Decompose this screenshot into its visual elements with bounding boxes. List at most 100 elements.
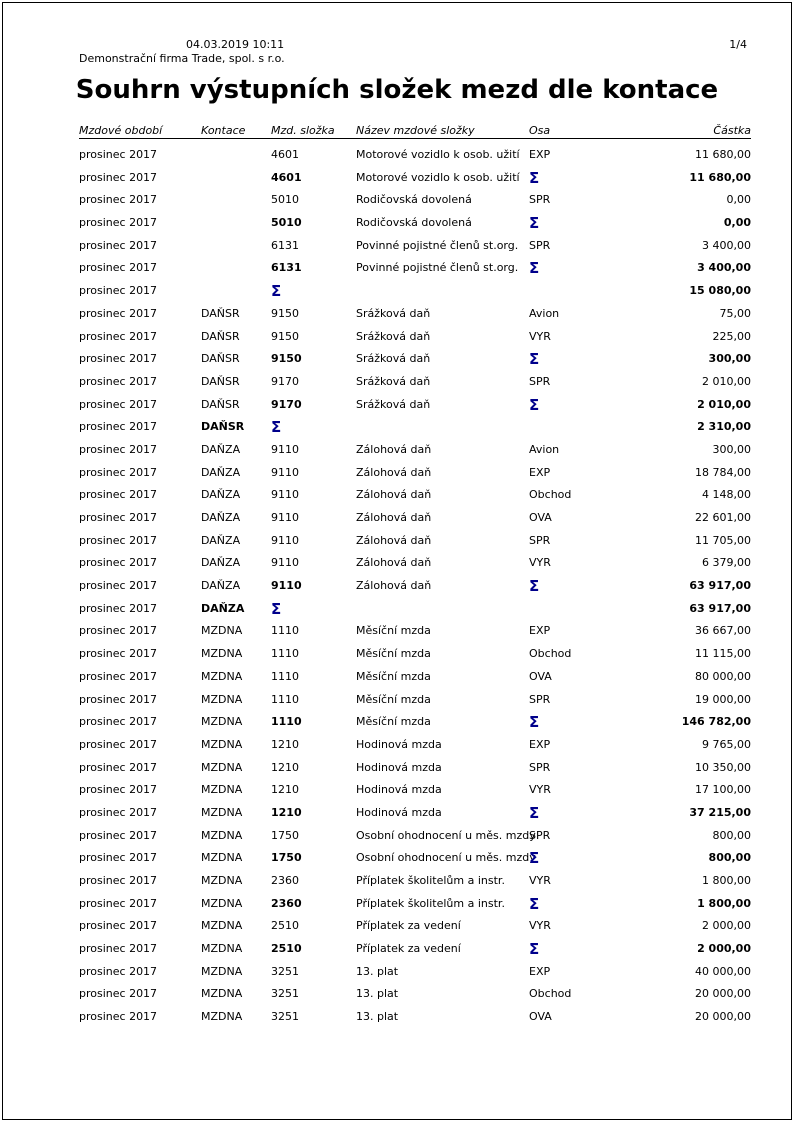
cell-period: prosinec 2017 [79,556,158,570]
col-header-castka: Částka [713,124,751,137]
cell-kontace: DAŇZA [201,579,241,593]
table-row: prosinec 2017 MZDNA 2360 Příplatek školitel… [79,870,751,893]
table-row: prosinec 2017 MZDNA 3251 13. plat Obchod 20 0… [79,983,751,1006]
cell-osa: OVA [529,1010,552,1024]
cell-slozka: 9110 [271,511,299,524]
cell-nazev: Příplatek za vedení [356,942,461,956]
cell-castka: 1 800,00 [697,896,751,910]
cell-period: prosinec 2017 [79,737,158,751]
cell-castka: 0,00 [723,216,751,230]
cell-castka: 17 100,00 [695,783,751,797]
cell-kontace: DAŇZA [201,488,241,502]
cell-slozka: 4601 [271,148,299,161]
table-row: prosinec 2017 MZDNA 1750 Osobní ohodnocení … [79,825,751,848]
cell-slozka: 1110 [271,647,299,661]
cell-nazev: Měsíční mzda [356,624,431,638]
cell-castka: 2 010,00 [697,397,751,411]
sigma-icon: Σ [529,577,540,596]
cell-kontace: DAŇZA [201,465,241,479]
cell-slozka: 1210 [271,805,302,819]
cell-period: prosinec 2017 [79,919,158,933]
cell-castka: 146 782,00 [681,715,751,729]
cell-osa: SPR [529,533,551,547]
cell-slozka: 1210 [271,737,299,751]
cell-castka: 20 000,00 [695,1010,751,1024]
table-row: prosinec 2017 6131 Povinné pojistné členů … [79,257,751,280]
cell-nazev: Srážková daň [356,352,431,366]
cell-nazev: Zálohová daň [356,533,432,547]
table-row: prosinec 2017 DAŇZA 9110 Zálohová daň Avion 3… [79,439,751,462]
table-row: prosinec 2017 4601 Motorové vozidlo k osob… [79,167,751,190]
sigma-icon: Σ [529,259,540,278]
cell-nazev: Srážková daň [356,306,431,320]
cell-castka: 2 000,00 [702,919,751,933]
cell-kontace: MZDNA [201,805,243,819]
table-row: prosinec 2017 MZDNA 2510 Příplatek za veden… [79,915,751,938]
cell-castka: 800,00 [708,851,751,865]
cell-slozka: 1210 [271,783,299,797]
cell-slozka: 9110 [271,442,299,456]
cell-castka: 18 784,00 [695,465,751,479]
company-name: Demonstrační firma Trade, spol. s r.o. [79,52,285,65]
cell-castka: 11 680,00 [689,170,751,184]
cell-nazev: Motorové vozidlo k osob. užití [356,148,520,161]
cell-slozka: 5010 [271,193,299,207]
cell-kontace: MZDNA [201,987,243,1001]
cell-castka: 6 379,00 [702,556,751,570]
cell-slozka: 9170 [271,397,302,411]
cell-kontace: MZDNA [201,624,243,638]
cell-period: prosinec 2017 [79,669,158,683]
cell-osa: Obchod [529,647,572,661]
cell-slozka: 9110 [271,579,302,593]
cell-slozka: 2510 [271,942,302,956]
cell-nazev: Příplatek školitelům a instr. [356,896,505,910]
cell-kontace: MZDNA [201,1010,243,1024]
cell-period: prosinec 2017 [79,420,158,434]
cell-slozka: 2360 [271,874,299,887]
cell-slozka: 4601 [271,170,302,184]
table-body: prosinec 2017 4601 Motorové vozidlo k osob… [79,144,751,1029]
cell-castka: 63 917,00 [689,579,751,593]
cell-period: prosinec 2017 [79,352,158,366]
cell-castka: 11 705,00 [695,533,751,547]
cell-slozka: 3251 [271,964,299,978]
cell-period: prosinec 2017 [79,942,158,956]
cell-period: prosinec 2017 [79,647,158,661]
sigma-icon: Σ [529,395,540,414]
cell-osa: OVA [529,669,552,683]
cell-kontace: DAŇZA [201,601,245,615]
cell-slozka: 1110 [271,624,299,638]
cell-slozka: 1110 [271,692,299,706]
cell-slozka: 1110 [271,715,302,729]
cell-period: prosinec 2017 [79,465,158,479]
cell-kontace: DAŇSR [201,329,240,343]
table-row: prosinec 2017 MZDNA 3251 13. plat EXP 40 000,… [79,961,751,984]
cell-kontace: DAŇZA [201,533,241,547]
table-row: prosinec 2017 MZDNA 1110 Měsíční mzda Σ 146 7… [79,711,751,734]
table-row: prosinec 2017 5010 Rodičovská dovolená SPR 0… [79,189,751,212]
cell-kontace: MZDNA [201,874,243,887]
cell-nazev: Příplatek školitelům a instr. [356,874,505,887]
cell-period: prosinec 2017 [79,238,158,252]
cell-slozka: 9110 [271,533,299,547]
sigma-icon: Σ [529,350,540,369]
sigma-icon: Σ [271,282,282,301]
cell-kontace: DAŇSR [201,397,240,411]
table-row: prosinec 2017 DAŇZA 9110 Zálohová daň Obchod… [79,484,751,507]
cell-nazev: Hodinová mzda [356,783,442,797]
cell-period: prosinec 2017 [79,193,158,207]
cell-castka: 20 000,00 [695,987,751,1001]
cell-castka: 225,00 [712,329,752,343]
cell-slozka: 3251 [271,1010,299,1024]
cell-castka: 2 310,00 [697,420,751,434]
cell-kontace: MZDNA [201,896,243,910]
table-header: Mzdové období Kontace Mzd. složka Název … [79,122,751,139]
cell-nazev: Měsíční mzda [356,669,431,683]
cell-castka: 22 601,00 [695,511,751,524]
table-row: prosinec 2017 MZDNA 1210 Hodinová mzda EXP 9 … [79,734,751,757]
cell-kontace: MZDNA [201,828,243,842]
cell-osa: Avion [529,306,560,320]
cell-period: prosinec 2017 [79,261,158,275]
cell-nazev: Zálohová daň [356,556,432,570]
cell-nazev: Příplatek za vedení [356,919,461,933]
